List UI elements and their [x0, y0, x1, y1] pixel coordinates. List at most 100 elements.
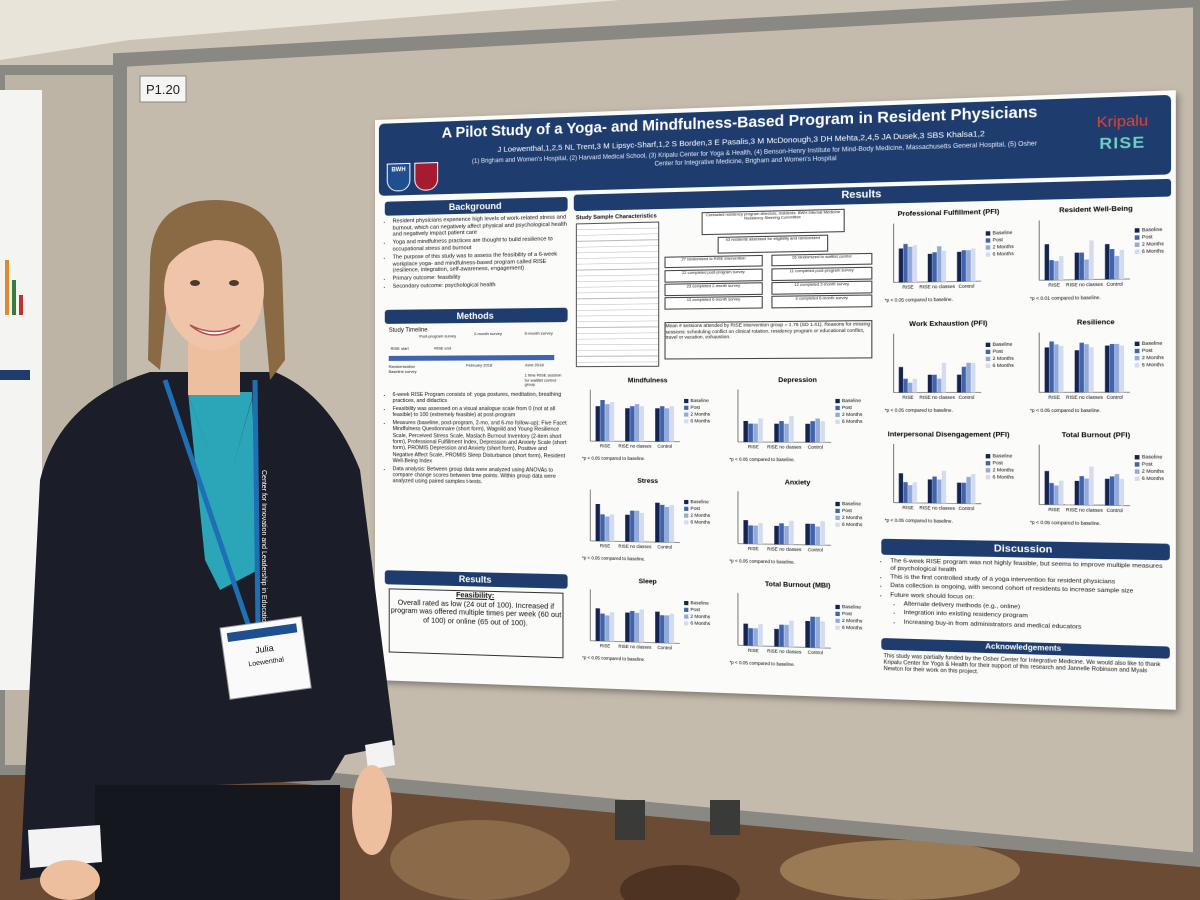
- x-tick-label: RISE: [600, 543, 611, 548]
- timeline-label: RISE start: [391, 347, 429, 352]
- bar: [743, 624, 748, 646]
- legend-swatch: [1135, 349, 1140, 353]
- bar: [815, 617, 820, 648]
- bar: [1054, 344, 1058, 392]
- bar: [779, 523, 784, 544]
- x-tick-label: Control: [658, 544, 673, 550]
- x-tick-label: RISE: [1048, 394, 1060, 400]
- x-tick-label: RISE: [1048, 507, 1060, 513]
- bar: [971, 363, 975, 393]
- legend-label: 2 Months: [1142, 355, 1165, 361]
- legend-label: 6 Months: [690, 620, 710, 626]
- legend-label: Baseline: [993, 341, 1013, 347]
- bar: [774, 526, 779, 545]
- flow-box: 12 completed 2-month survey: [771, 281, 872, 295]
- legend-label: Post: [842, 405, 853, 410]
- bar: [966, 477, 970, 504]
- x-tick-label: RISE: [748, 546, 759, 552]
- bar: [605, 516, 609, 541]
- bar: [670, 406, 674, 441]
- x-tick-label: RISE no classes: [767, 648, 801, 654]
- bar: [625, 613, 629, 642]
- section-heading: Results: [385, 570, 568, 588]
- legend-label: 6 Months: [993, 363, 1015, 369]
- timeline-label: RISE end: [434, 346, 472, 351]
- chart-note: *p < 0.05 compared to baseline.: [582, 555, 645, 562]
- legend-swatch: [1135, 356, 1140, 360]
- legend-label: 2 Months: [842, 515, 863, 521]
- legend-swatch: [835, 413, 839, 417]
- legend-label: 6 Months: [1142, 362, 1165, 368]
- bar: [899, 473, 903, 502]
- legend-label: 6 Months: [1142, 475, 1165, 481]
- bar: [937, 480, 941, 504]
- legend-swatch: [1135, 462, 1140, 466]
- x-tick-label: RISE: [600, 443, 611, 448]
- bar: [966, 363, 970, 393]
- chart-title: Depression: [778, 377, 817, 385]
- legend-label: Baseline: [842, 604, 862, 610]
- bar: [1115, 256, 1119, 279]
- legend-label: Baseline: [1142, 340, 1163, 346]
- bar: [748, 525, 753, 543]
- legend-swatch: [835, 502, 839, 506]
- legend-swatch: [684, 412, 688, 416]
- legend-swatch: [684, 399, 688, 403]
- legend-swatch: [1135, 228, 1140, 233]
- legend-swatch: [684, 621, 688, 625]
- x-tick-label: Control: [1107, 394, 1123, 400]
- bar: [753, 424, 758, 442]
- mean-sessions: Mean # sessions attended by RISE interve…: [664, 320, 872, 359]
- bar: [810, 617, 815, 648]
- bar: [655, 612, 659, 643]
- bullet: The purpose of this study was to assess …: [393, 251, 568, 274]
- bar: [962, 250, 966, 281]
- legend-label: 6 Months: [1142, 248, 1165, 254]
- bar: [779, 625, 784, 647]
- bullet: Secondary outcome: psychological health: [393, 281, 568, 290]
- chart-note: *p < 0.05 compared to baseline.: [729, 660, 795, 668]
- x-tick-label: Control: [808, 547, 823, 553]
- background-text: Resident physicians experience high leve…: [385, 214, 568, 292]
- legend-label: Post: [690, 506, 700, 511]
- x-tick-label: Control: [1107, 281, 1123, 287]
- legend-swatch: [684, 500, 688, 504]
- axis-line: [590, 641, 680, 644]
- bar: [665, 507, 669, 542]
- bar: [610, 514, 614, 541]
- x-tick-label: Control: [959, 506, 975, 512]
- axis-line: [894, 503, 982, 504]
- bar: [610, 402, 614, 441]
- bar: [600, 514, 604, 541]
- bar: [1120, 250, 1124, 279]
- bar: [743, 421, 748, 442]
- legend-label: Post: [993, 348, 1004, 354]
- legend-swatch: [1135, 242, 1140, 246]
- bar: [1045, 471, 1049, 505]
- timeline-label: February 2018: [466, 363, 504, 368]
- x-tick-label: Control: [1107, 507, 1123, 513]
- axis-line: [894, 281, 982, 282]
- bar: [640, 513, 644, 542]
- x-tick-label: RISE no classes: [767, 444, 801, 450]
- poster: A Pilot Study of a Yoga- and Mindfulness…: [375, 90, 1176, 710]
- bar: [1110, 476, 1114, 505]
- timeline-label: Randomization Baseline survey: [389, 365, 426, 374]
- legend-swatch: [986, 468, 991, 472]
- legend-swatch: [1135, 455, 1140, 459]
- chart-title: Mindfulness: [628, 377, 668, 384]
- chart-note: *p < 0.05 compared to baseline.: [582, 455, 645, 461]
- bar: [1075, 481, 1079, 505]
- bar: [1080, 343, 1084, 393]
- legend-swatch: [835, 406, 839, 410]
- bar: [596, 608, 600, 641]
- legend-swatch: [684, 520, 688, 524]
- bar: [784, 424, 789, 442]
- feasibility-box: Feasibility: Overall rated as low (24 ou…: [389, 588, 564, 658]
- bar: [753, 628, 758, 646]
- legend-label: 6 Months: [690, 418, 710, 423]
- bar: [630, 611, 634, 642]
- legend-swatch: [986, 357, 991, 361]
- x-tick-label: Control: [959, 283, 975, 289]
- x-tick-label: RISE: [600, 643, 611, 649]
